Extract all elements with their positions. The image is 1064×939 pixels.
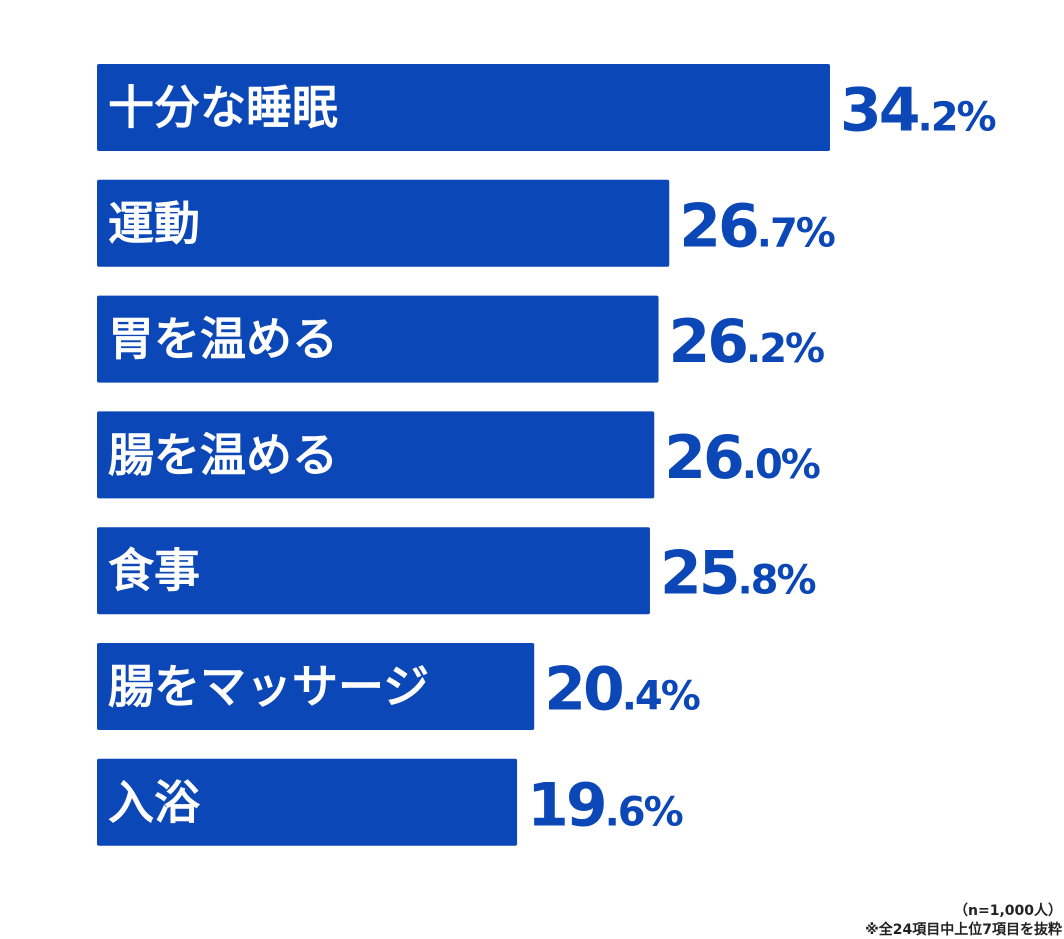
bar bbox=[97, 643, 535, 730]
value-integer: 19 bbox=[527, 770, 605, 840]
value-integer: 34 bbox=[840, 76, 918, 146]
value-label: 34.2% bbox=[840, 76, 996, 146]
value-decimal: .7% bbox=[757, 210, 835, 256]
bar-label: 運動 bbox=[108, 196, 200, 250]
value-label: 26.7% bbox=[679, 191, 835, 261]
bar-row: 腸をマッサージ 20.4% bbox=[97, 643, 702, 730]
value-integer: 26 bbox=[679, 191, 757, 261]
bar-row: 入浴 19.6% bbox=[97, 758, 685, 846]
bar bbox=[97, 527, 650, 615]
value-integer: 26 bbox=[664, 423, 742, 493]
value-integer: 20 bbox=[544, 655, 622, 725]
bar bbox=[97, 411, 655, 499]
value-label: 19.6% bbox=[527, 770, 683, 840]
bar-label: 胃を温める bbox=[108, 312, 338, 366]
bar-label: 食事 bbox=[108, 544, 200, 598]
bar-row: 食事 25.8% bbox=[97, 527, 817, 615]
bar-label: 腸をマッサージ bbox=[108, 660, 429, 714]
bar-label: 入浴 bbox=[108, 775, 201, 829]
bar-row: 十分な睡眠 34.2% bbox=[97, 64, 998, 151]
source-note: ※全24項目中上位7項目を抜粋 bbox=[865, 922, 1062, 938]
bar bbox=[97, 179, 670, 267]
value-decimal: .2% bbox=[746, 326, 824, 372]
value-decimal: .6% bbox=[605, 789, 683, 835]
bar bbox=[97, 295, 659, 383]
sample-size-note: （n=1,000人） bbox=[954, 903, 1062, 919]
value-label: 26.2% bbox=[669, 307, 825, 377]
value-decimal: .8% bbox=[737, 558, 815, 604]
bar-label: 腸を温める bbox=[108, 428, 338, 482]
bar bbox=[97, 758, 518, 846]
bar-label: 十分な睡眠 bbox=[108, 81, 338, 135]
bar bbox=[97, 64, 830, 151]
value-decimal: .2% bbox=[918, 95, 996, 141]
value-integer: 26 bbox=[669, 307, 747, 377]
value-decimal: .4% bbox=[622, 674, 700, 720]
value-decimal: .0% bbox=[742, 442, 820, 488]
bar-row: 運動 26.7% bbox=[97, 179, 837, 267]
value-integer: 25 bbox=[660, 539, 738, 609]
value-label: 26.0% bbox=[664, 423, 820, 493]
value-label: 25.8% bbox=[660, 539, 816, 609]
value-label: 20.4% bbox=[544, 655, 700, 725]
bar-row: 胃を温める 26.2% bbox=[97, 295, 826, 383]
bar-row: 腸を温める 26.0% bbox=[97, 411, 822, 499]
